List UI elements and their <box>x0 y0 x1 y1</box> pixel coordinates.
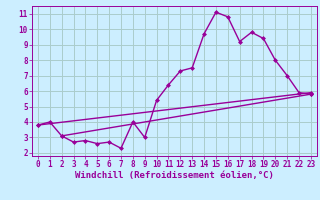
X-axis label: Windchill (Refroidissement éolien,°C): Windchill (Refroidissement éolien,°C) <box>75 171 274 180</box>
